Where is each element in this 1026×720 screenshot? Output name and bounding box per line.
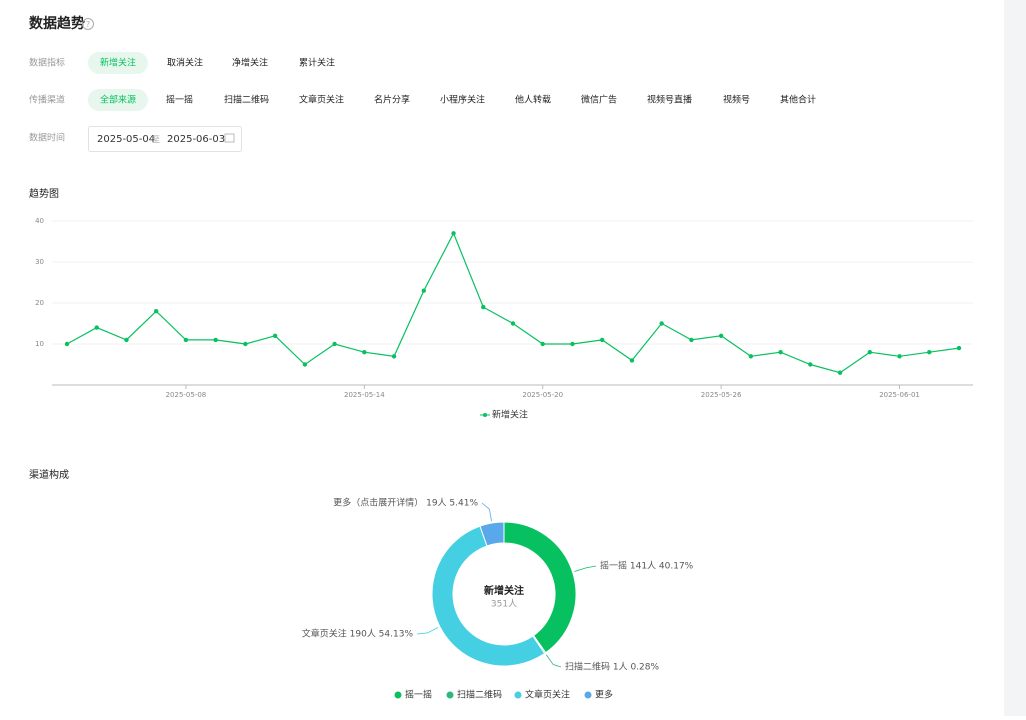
date-separator: 至 [152,135,160,144]
date-start: 2025-05-04 [97,134,155,145]
filter-label: 传播渠道 [29,94,65,106]
point [927,350,932,355]
legend-label[interactable]: 摇一摇 [405,689,432,701]
x-tick-label: 2025-05-14 [344,391,385,399]
point [154,309,159,314]
leader-line [545,654,562,668]
point [867,350,872,355]
point [451,231,456,236]
filter-option[interactable]: 视频号直播 [647,94,692,106]
legend-dot[interactable] [394,691,402,699]
donut-slice [431,525,546,667]
section-title: 渠道构成 [29,468,69,481]
donut-center-title: 新增关注 [484,584,524,597]
filter-option[interactable]: 累计关注 [299,57,335,69]
filter-option-bg[interactable] [88,89,148,111]
filter-label: 数据指标 [29,57,65,69]
filter-option[interactable]: 扫描二维码 [224,94,269,106]
leader-line [481,502,492,522]
point [362,350,367,355]
filter-option[interactable]: 其他合计 [780,94,816,106]
date-end: 2025-06-03 [167,134,225,145]
y-tick-label: 10 [35,340,44,348]
slice-label: 扫描二维码 1人 0.28% [565,661,659,673]
calendar-icon [224,133,235,143]
legend-label[interactable]: 扫描二维码 [457,689,502,701]
legend-label[interactable]: 更多 [595,689,613,701]
slice-label: 摇一摇 141人 40.17% [600,560,694,572]
x-tick-label: 2025-05-20 [522,391,563,399]
point [956,345,962,351]
filter-option[interactable]: 摇一摇 [166,94,193,106]
legend-label[interactable]: 文章页关注 [525,689,570,701]
point [124,337,129,343]
filter-option-bg[interactable] [88,52,148,74]
filter-option[interactable]: 文章页关注 [299,94,344,106]
y-tick-label: 40 [35,217,44,225]
filter-option[interactable]: 小程序关注 [440,94,485,106]
legend-label[interactable]: 新增关注 [492,409,528,421]
point [481,304,486,310]
legend-dot[interactable] [584,691,592,699]
filter-option[interactable]: 取消关注 [167,57,203,69]
x-tick-label: 2025-05-08 [166,391,207,399]
point [897,354,902,359]
legend-dot[interactable] [483,413,487,417]
filter-option[interactable]: 净增关注 [232,57,268,69]
legend-dot[interactable] [446,691,454,699]
help-icon[interactable] [82,18,94,30]
slice-label[interactable]: 更多（点击展开详情） 19人 5.41% [333,497,478,509]
filter-label: 数据时间 [29,132,65,144]
help-icon-glyph: ? [86,20,90,29]
point [332,341,337,347]
leader-line [416,627,439,635]
point [837,370,843,375]
point [510,321,516,326]
leader-line [574,565,597,572]
filter-option[interactable]: 全部来源 [100,94,136,106]
donut-center-value: 351人 [491,599,517,610]
point [421,288,426,293]
filter-option[interactable]: 视频号 [723,94,750,106]
point [302,362,308,367]
page-title: 数据趋势 [29,15,85,32]
slice-label: 文章页关注 190人 54.13% [302,628,414,640]
legend-dot[interactable] [514,691,522,699]
point [391,354,397,359]
point [272,333,278,338]
filter-option[interactable]: 微信广告 [581,94,617,106]
section-title: 趋势图 [29,187,59,200]
point [213,337,218,343]
filter-option[interactable]: 新增关注 [100,57,136,69]
point [243,341,248,347]
point [600,337,605,343]
point [718,333,724,338]
donut-slice[interactable] [479,521,505,547]
point [748,354,754,359]
x-tick-label: 2025-06-01 [879,391,920,399]
point [570,341,575,347]
point [540,341,545,347]
side-gutter [1004,0,1026,716]
point [64,341,70,347]
point [94,325,99,330]
x-tick-label: 2025-05-26 [701,391,742,399]
point [629,358,635,363]
filter-option[interactable]: 名片分享 [374,94,410,106]
point [778,350,783,355]
y-tick-label: 30 [35,258,44,266]
point [659,321,664,326]
y-tick-label: 20 [35,299,44,307]
point [689,337,694,343]
date-picker[interactable] [88,126,242,152]
point [183,337,189,343]
filter-option[interactable]: 他人转载 [515,94,551,106]
point [808,362,813,367]
